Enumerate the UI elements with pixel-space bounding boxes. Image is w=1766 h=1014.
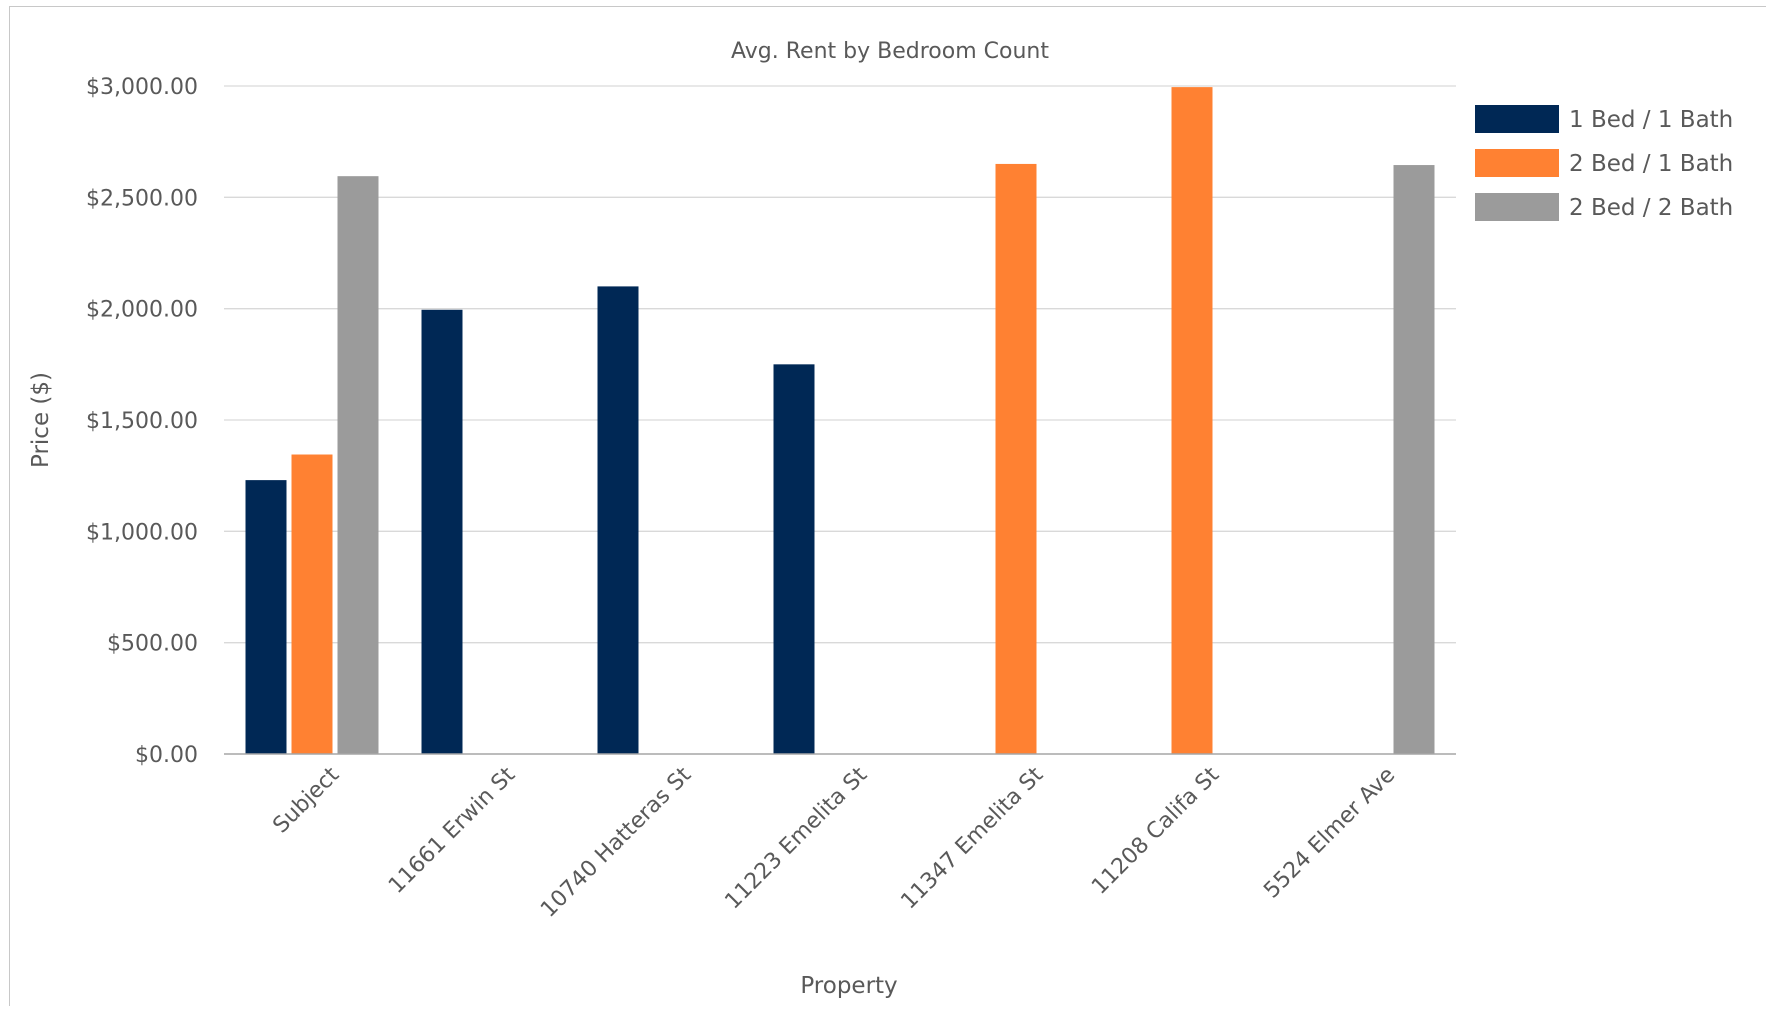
x-tick-label: 11223 Emelita St — [720, 762, 872, 914]
y-tick-label: $3,000.00 — [86, 75, 198, 100]
x-tick-labels: Subject 11661 Erwin St 10740 Hatteras St 11… — [268, 762, 1400, 922]
bar-2-bed-2-bath-0 — [337, 176, 379, 754]
x-tick-label: 11347 Emelita St — [896, 762, 1048, 914]
legend: 1 Bed / 1 Bath 2 Bed / 1 Bath 2 Bed / 2 Ba… — [1475, 105, 1733, 221]
x-axis-title: Property — [800, 973, 897, 999]
chart-frame — [9, 6, 1766, 1006]
legend-label: 2 Bed / 2 Bath — [1569, 195, 1733, 221]
bar-2-bed-2-bath-6 — [1393, 165, 1435, 755]
legend-label: 1 Bed / 1 Bath — [1569, 107, 1733, 133]
y-tick-label: $0.00 — [135, 743, 198, 768]
y-tick-labels: $0.00 $500.00 $1,000.00 $1,500.00 $2,000.00 $… — [86, 75, 198, 768]
x-tick-label: 5524 Elmer Ave — [1259, 763, 1400, 904]
bar-1-bed-1-bath-2 — [597, 286, 639, 754]
bar-1-bed-1-bath-1 — [421, 309, 463, 754]
y-tick-label: $1,000.00 — [86, 520, 198, 545]
legend-label: 2 Bed / 1 Bath — [1569, 151, 1733, 177]
x-tick-label: 11661 Erwin St — [384, 762, 520, 898]
legend-swatch — [1475, 193, 1559, 221]
y-tick-label: $2,500.00 — [86, 186, 198, 211]
legend-swatch — [1475, 149, 1559, 177]
y-tick-label: $1,500.00 — [86, 409, 198, 434]
y-axis-title: Price ($) — [28, 372, 54, 468]
bar-2-bed-1-bath-4 — [995, 163, 1037, 754]
chart-title: Avg. Rent by Bedroom Count — [731, 39, 1049, 64]
y-tick-label: $2,000.00 — [86, 298, 198, 323]
bar-2-bed-1-bath-0 — [291, 454, 333, 754]
bar-1-bed-1-bath-0 — [245, 480, 287, 754]
y-tick-label: $500.00 — [107, 632, 198, 657]
x-tick-label: 10740 Hatteras St — [536, 762, 696, 922]
gridlines — [224, 85, 1456, 644]
legend-swatch — [1475, 105, 1559, 133]
bar-1-bed-1-bath-3 — [773, 364, 815, 754]
bars — [245, 87, 1435, 755]
x-tick-label: 11208 Califa St — [1087, 762, 1224, 899]
x-tick-label: Subject — [268, 762, 344, 838]
bar-2-bed-1-bath-5 — [1171, 87, 1213, 754]
